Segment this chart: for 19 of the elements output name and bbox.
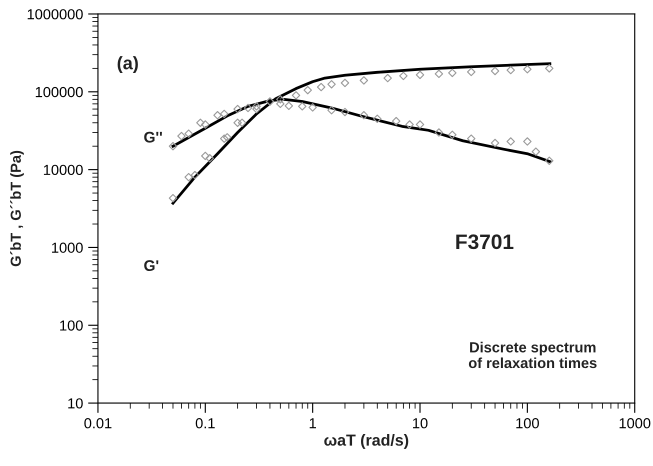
y-tick-label: 100000 [36, 86, 83, 98]
x-axis-title: ωaT (rad/s) [324, 434, 408, 449]
y-tick-label: 10000 [44, 164, 83, 176]
y-tick-label: 100 [60, 320, 83, 331]
y-tick-label: 1000 [52, 242, 83, 253]
y-axis-title: G´bT , G´´bT (Pa) [10, 150, 24, 266]
x-tick-label: 10 [413, 418, 428, 428]
y-tick-label: 1000000 [28, 9, 83, 20]
annotation: Discrete spectrum of relaxation times [468, 342, 597, 368]
x-tick-label: 1 [310, 418, 316, 428]
x-tick-label: 1000 [620, 418, 650, 428]
x-tick-label: 100 [516, 418, 539, 428]
annotation: F3701 [456, 234, 514, 250]
annotation: G'' [144, 132, 162, 143]
x-tick-label: 0.1 [196, 418, 215, 428]
annotation: (a) [118, 56, 138, 73]
y-tick-label: 10 [68, 398, 83, 409]
x-tick-label: 0.01 [84, 418, 112, 428]
annotation: G' [144, 260, 158, 272]
